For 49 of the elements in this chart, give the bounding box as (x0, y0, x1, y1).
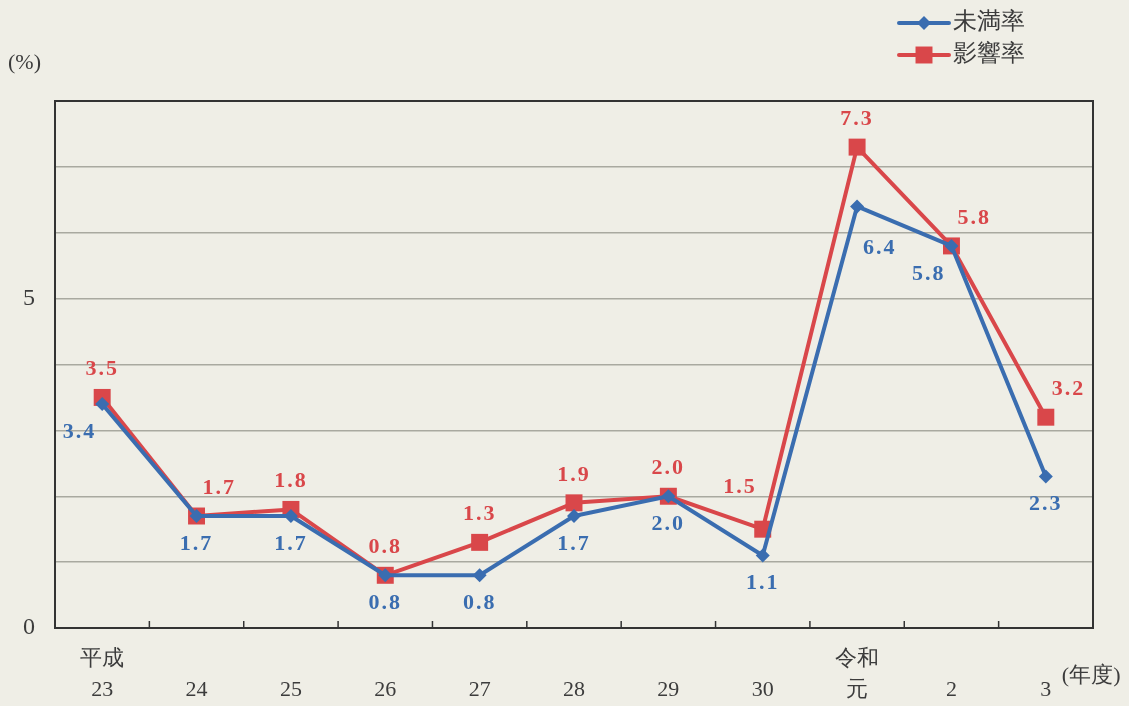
point (1037, 408, 1055, 426)
data-label: 1.5 (723, 472, 757, 498)
data-label: 2.0 (651, 509, 686, 535)
point (1038, 469, 1053, 484)
data-label: 3.4 (62, 417, 97, 443)
data-label: 0.8 (368, 532, 403, 558)
data-label: 0.8 (368, 588, 403, 614)
legend-label: 未満率 (953, 8, 1025, 35)
data-label: 3.2 (1051, 374, 1086, 400)
point (565, 494, 583, 512)
x-tick-label: 30 (751, 675, 774, 701)
y-tick-label: 5 (23, 283, 35, 310)
data-label: 1.1 (745, 569, 780, 595)
data-label: 1.9 (557, 460, 591, 486)
x-tick-label: 27 (468, 675, 491, 701)
data-label: 5.8 (957, 203, 991, 229)
point (850, 199, 865, 214)
x-tick-label: 29 (657, 675, 680, 701)
point (95, 397, 110, 412)
point (471, 533, 489, 551)
data-label: 3.5 (85, 355, 119, 381)
data-label: 1.7 (202, 473, 237, 499)
data-label: 2.3 (1029, 490, 1063, 516)
x-tick-label: 令和元 (835, 645, 880, 701)
data-label: 1.8 (274, 467, 308, 493)
point (755, 548, 770, 563)
data-label: 1.7 (557, 529, 591, 555)
point (472, 568, 487, 583)
x-axis-title: (年度) (1061, 661, 1121, 687)
data-label: 7.3 (840, 104, 874, 130)
data-label: 2.0 (651, 453, 686, 479)
data-label: 1.7 (274, 529, 308, 555)
data-label: 6.4 (863, 234, 897, 260)
x-tick-label: 3 (1040, 675, 1052, 701)
x-tick-label: 26 (374, 675, 397, 701)
point (567, 509, 581, 524)
x-tick-label: 平成 23 (80, 645, 125, 701)
point (848, 138, 866, 156)
data-label: 0.8 (462, 588, 497, 614)
x-tick-label: 28 (563, 675, 585, 701)
y-axis-title: (%) (8, 48, 41, 74)
data-label: 1.7 (179, 529, 214, 555)
x-tick-label: 25 (279, 675, 302, 701)
x-tick-label: 2 (945, 675, 957, 701)
x-tick-label: 24 (185, 675, 208, 701)
data-label: 1.3 (462, 500, 497, 526)
y-tick-label: 0 (23, 613, 35, 640)
data-label: 5.8 (911, 259, 946, 285)
legend-label: 影響率 (953, 40, 1025, 67)
